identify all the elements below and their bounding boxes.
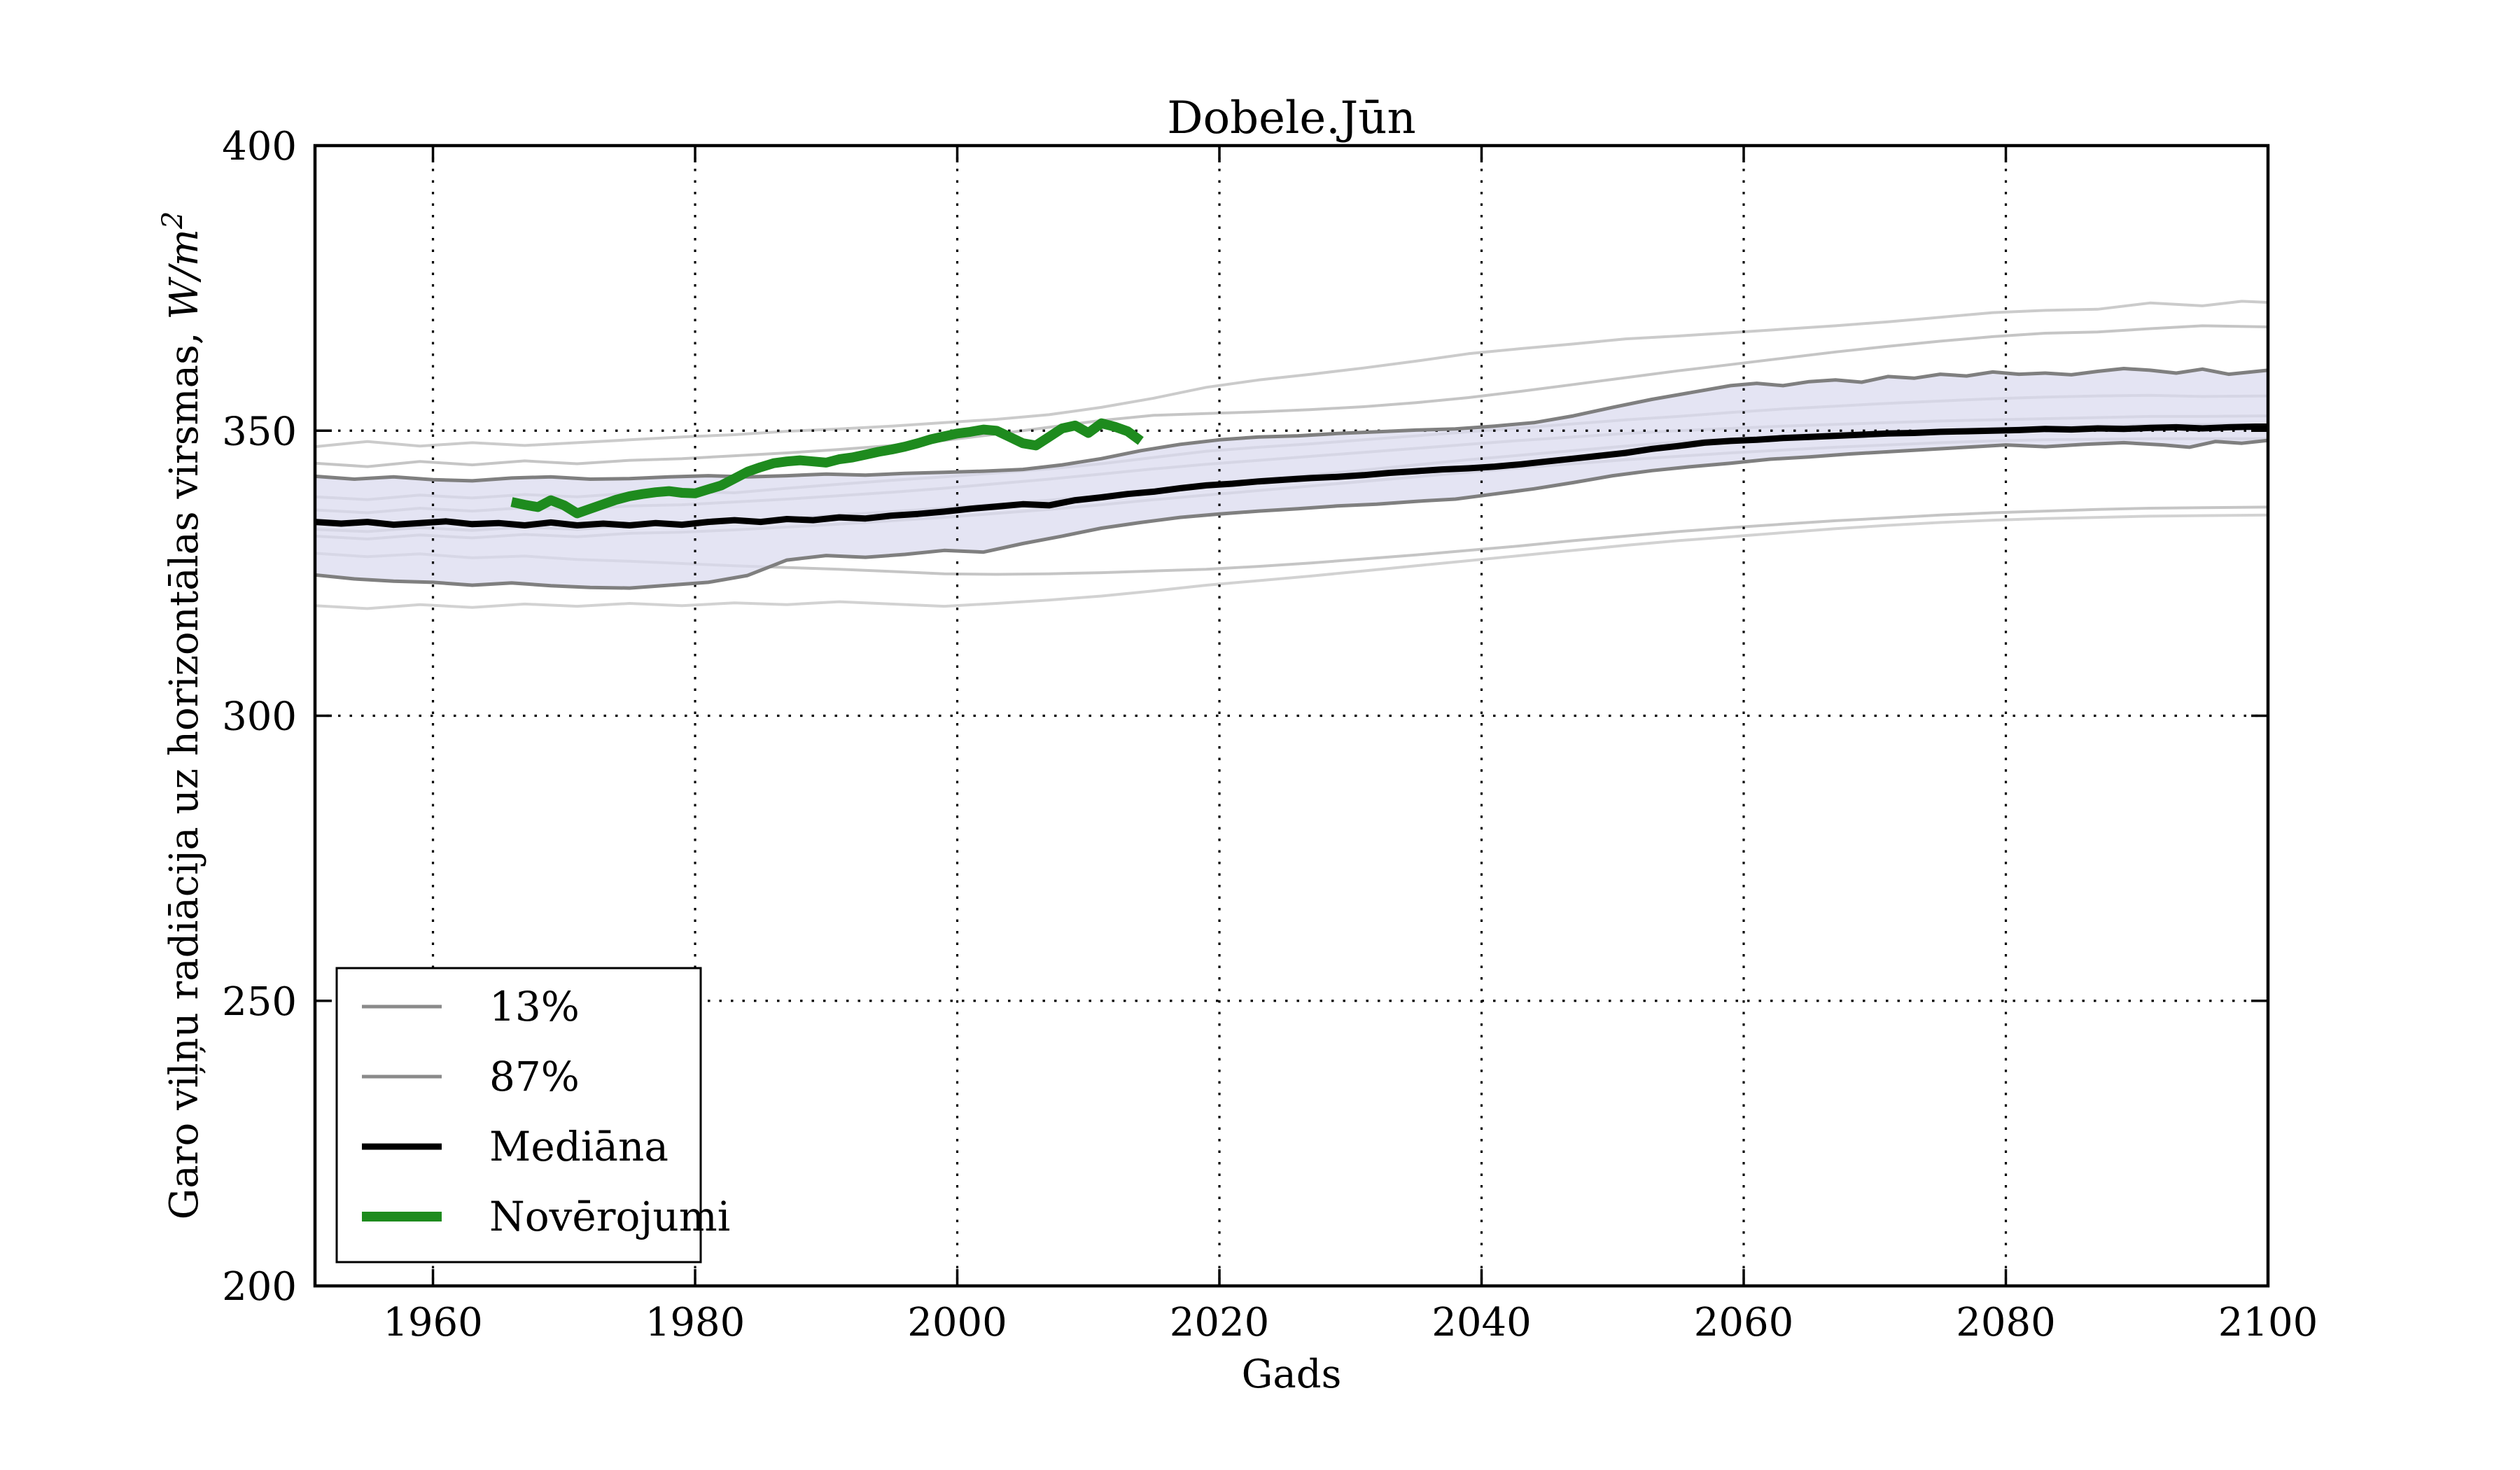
series-ensemble-1 <box>314 300 2269 449</box>
x-tick-label: 2000 <box>907 1300 1007 1345</box>
legend-label: Novērojumi <box>489 1193 730 1240</box>
legend: 13% 87% Mediāna Novērojumi <box>335 967 730 1264</box>
series-ensemble-2 <box>314 324 2269 468</box>
x-tick-label: 2040 <box>1432 1300 1532 1345</box>
y-tick-label: 300 <box>222 694 297 740</box>
tick-labels-layer: 1960 1980 2000 2020 2040 2060 2080 2100 200 250 30… <box>222 124 2318 1345</box>
percentile-87-line <box>314 367 2269 483</box>
legend-label: 87% <box>489 1053 580 1100</box>
chart-title: Dobele.Jūn <box>1167 92 1415 144</box>
x-tick-label: 1960 <box>383 1300 483 1345</box>
y-axis-label: Garo viļņu radiācija uz horizontālas vir… <box>157 211 207 1220</box>
main-lines-layer <box>314 418 2268 528</box>
y-tick-label: 250 <box>222 979 297 1025</box>
x-tick-label: 2020 <box>1170 1300 1270 1345</box>
legend-label: Mediāna <box>489 1123 668 1170</box>
observations-line <box>510 418 1144 519</box>
y-axis-label-exponent: 2 <box>157 211 189 230</box>
x-axis-label: Gads <box>1242 1352 1342 1397</box>
y-axis-label-text: Garo viļņu radiācija uz horizontālas vir… <box>162 320 207 1220</box>
y-tick-label: 200 <box>222 1264 297 1310</box>
x-tick-label: 2060 <box>1694 1300 1794 1345</box>
legend-label: 13% <box>489 983 580 1030</box>
x-tick-label: 1980 <box>645 1300 746 1345</box>
percentile-lines-layer <box>314 367 2269 590</box>
percentile-13-line <box>314 438 2269 590</box>
median-line <box>314 424 2268 528</box>
y-tick-label: 350 <box>222 409 297 454</box>
y-tick-label: 400 <box>222 124 297 169</box>
x-tick-label: 2080 <box>1956 1300 2056 1345</box>
axes-layer <box>313 144 2270 1288</box>
series-ensemble-8 <box>314 513 2269 610</box>
x-tick-label: 2100 <box>2218 1300 2318 1345</box>
y-axis-label-units: W/m <box>162 229 207 320</box>
